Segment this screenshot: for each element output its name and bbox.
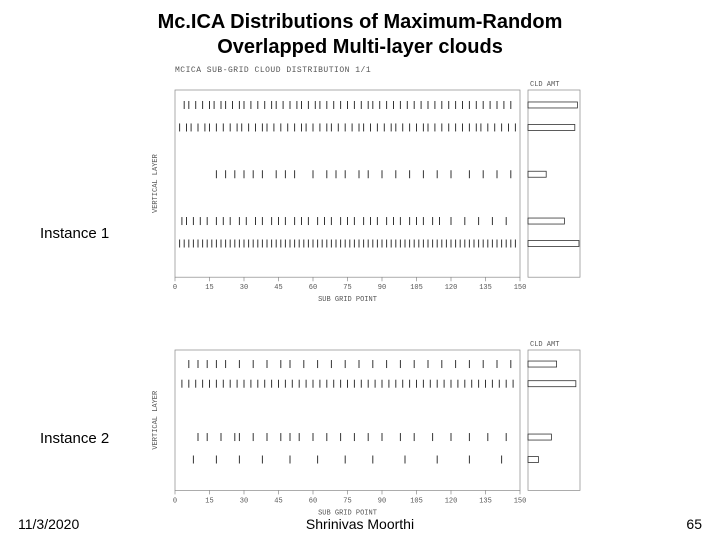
svg-text:VERTICAL LAYER: VERTICAL LAYER — [152, 153, 160, 213]
svg-text:120: 120 — [445, 497, 458, 505]
svg-text:15: 15 — [205, 284, 213, 292]
svg-text:CLD AMT: CLD AMT — [530, 341, 559, 349]
svg-text:135: 135 — [479, 497, 492, 505]
svg-text:30: 30 — [240, 284, 248, 292]
svg-text:90: 90 — [378, 284, 386, 292]
svg-text:45: 45 — [274, 497, 282, 505]
svg-text:15: 15 — [205, 497, 213, 505]
svg-text:45: 45 — [274, 284, 282, 292]
svg-text:60: 60 — [309, 497, 317, 505]
plots-svg: MCICA SUB-GRID CLOUD DISTRIBUTION 1/1 0 15… — [0, 0, 720, 540]
svg-text:60: 60 — [309, 284, 317, 292]
svg-text:105: 105 — [410, 497, 423, 505]
svg-text:150: 150 — [514, 497, 527, 505]
svg-text:120: 120 — [445, 284, 458, 292]
svg-text:VERTICAL LAYER: VERTICAL LAYER — [152, 390, 160, 450]
svg-text:30: 30 — [240, 497, 248, 505]
svg-text:150: 150 — [514, 284, 527, 292]
svg-text:0: 0 — [173, 497, 177, 505]
svg-text:MCICA SUB-GRID CLOUD DISTRIBUT: MCICA SUB-GRID CLOUD DISTRIBUTION 1/1 — [175, 66, 371, 75]
svg-text:135: 135 — [479, 284, 492, 292]
svg-text:SUB GRID POINT: SUB GRID POINT — [318, 296, 377, 304]
svg-text:CLD AMT: CLD AMT — [530, 81, 559, 89]
svg-text:75: 75 — [343, 497, 351, 505]
svg-text:0: 0 — [173, 284, 177, 292]
svg-text:90: 90 — [378, 497, 386, 505]
svg-text:SUB GRID POINT: SUB GRID POINT — [318, 509, 377, 517]
svg-text:75: 75 — [343, 284, 351, 292]
svg-text:105: 105 — [410, 284, 423, 292]
